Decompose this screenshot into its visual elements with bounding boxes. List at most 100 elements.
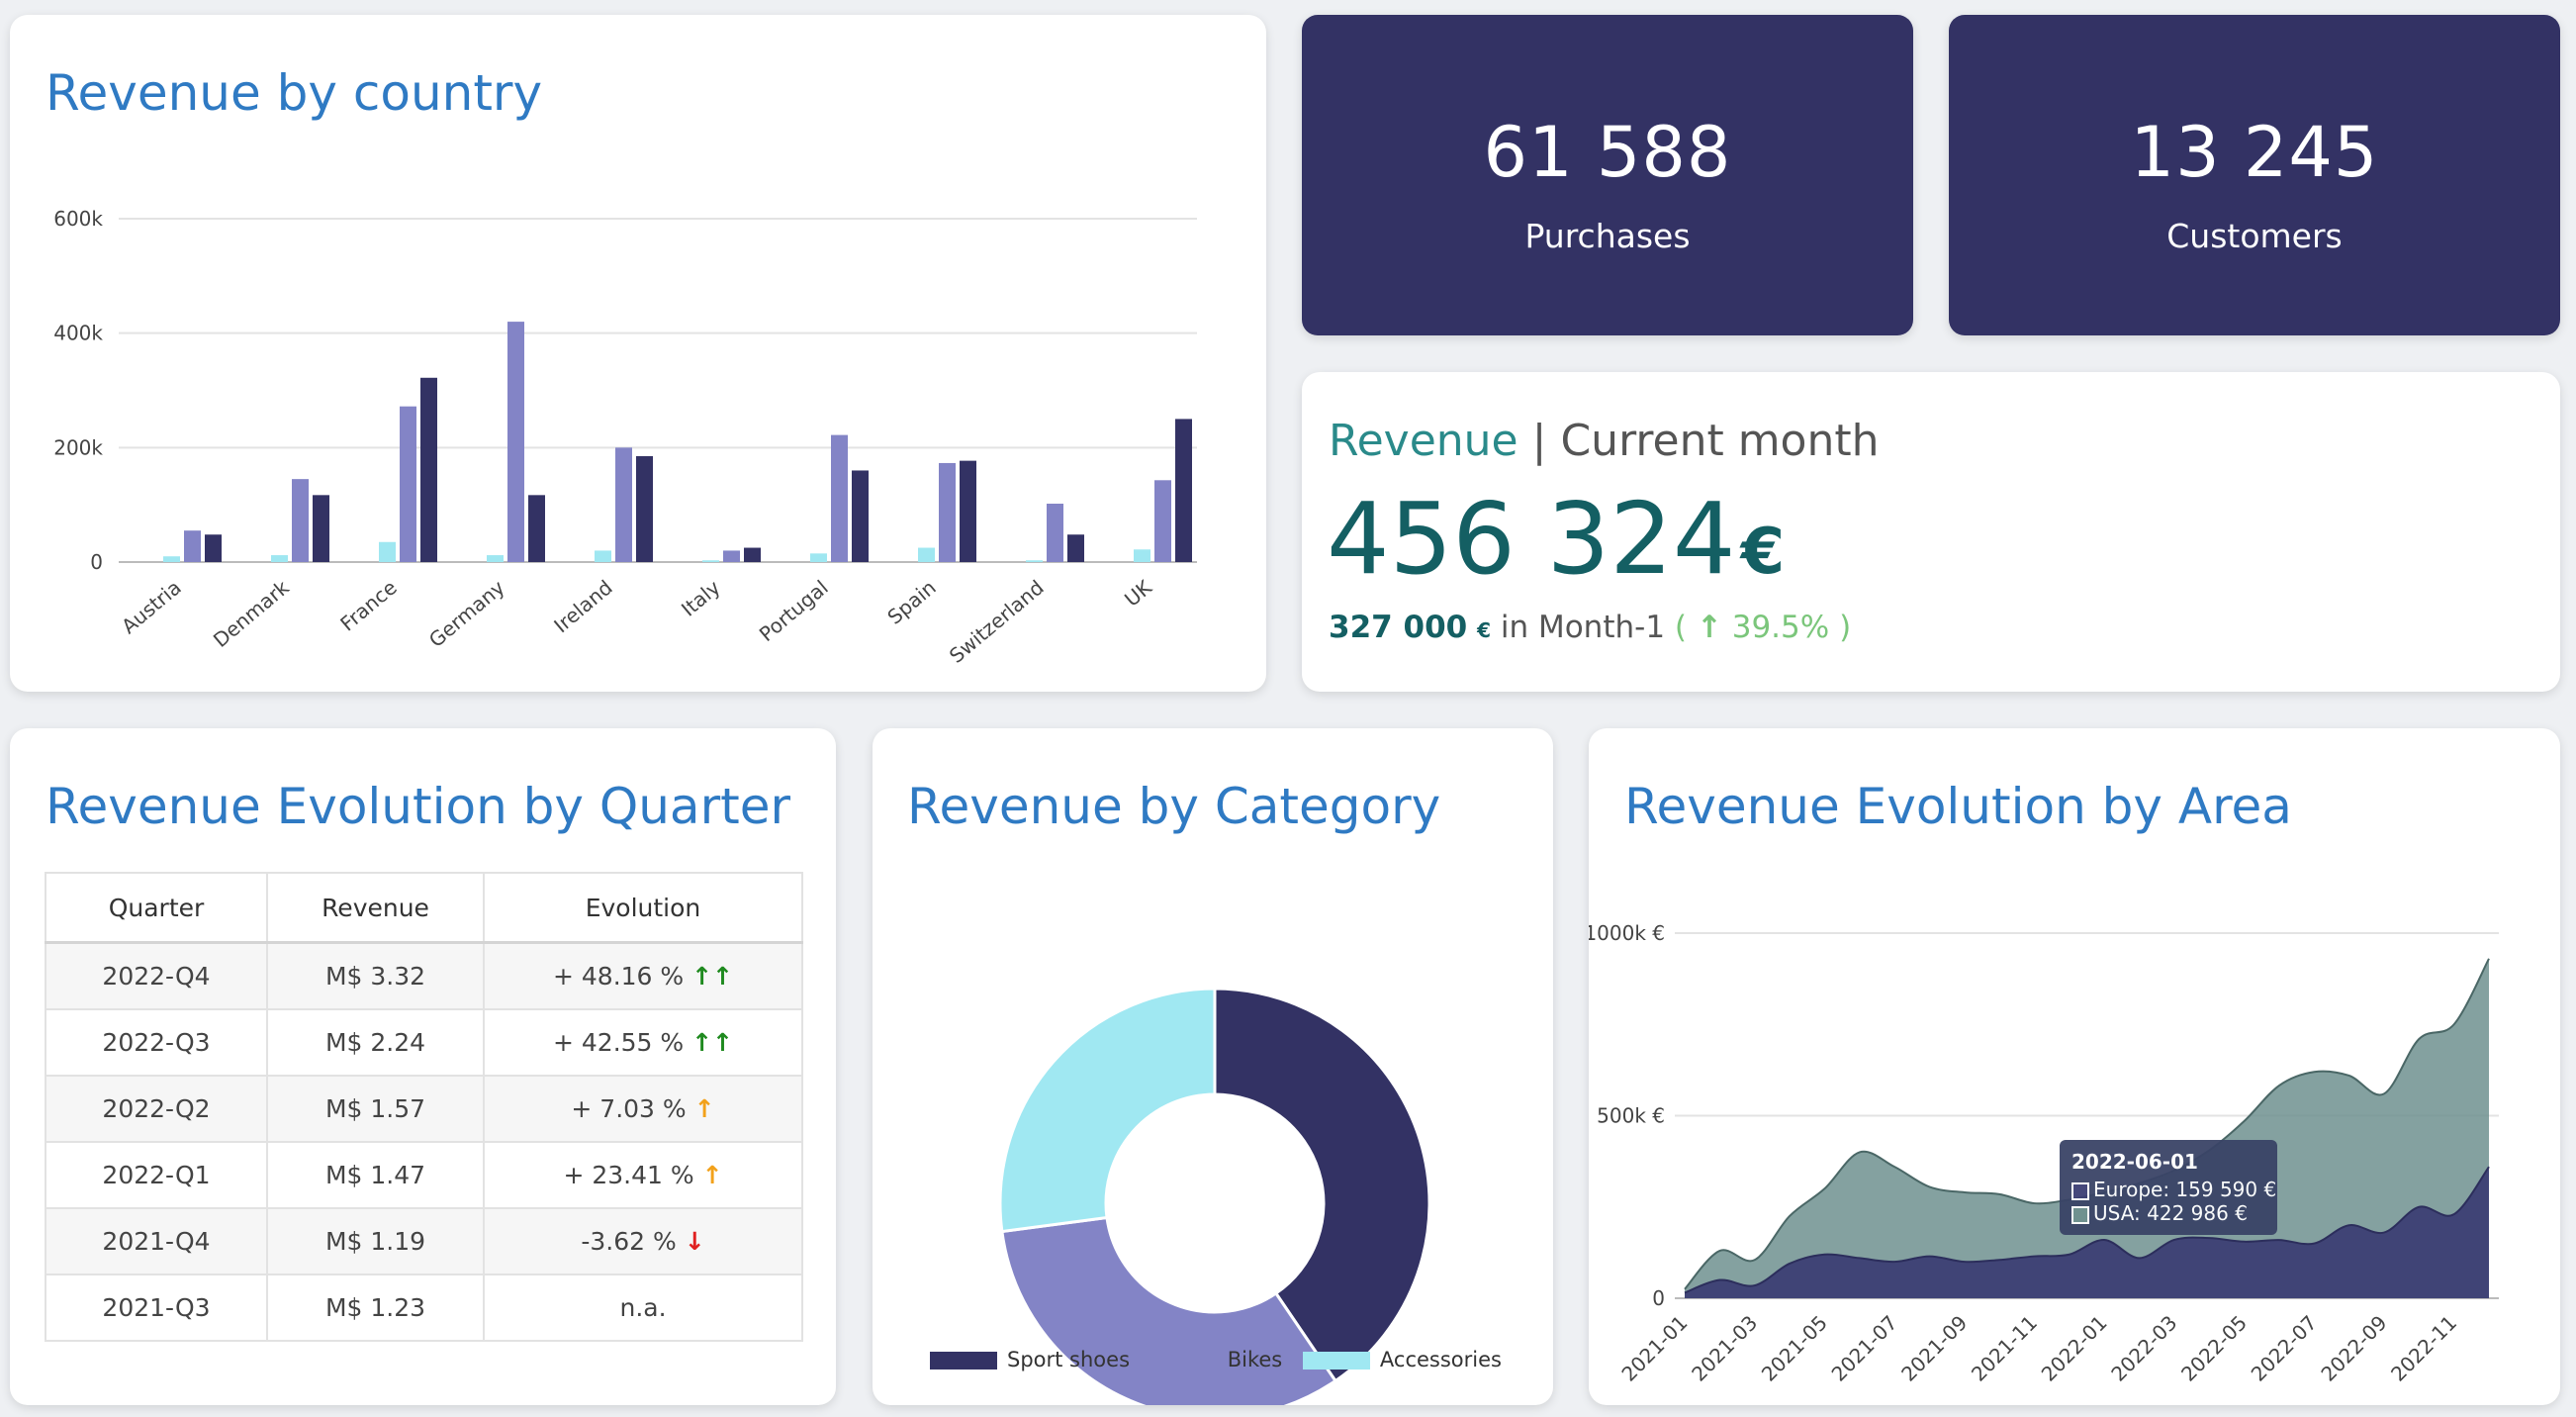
bar-sport-shoes bbox=[744, 547, 761, 562]
x-tick-label: Ireland bbox=[549, 575, 616, 637]
bar-accessories bbox=[1134, 549, 1150, 562]
cell-quarter: 2021-Q4 bbox=[45, 1207, 268, 1275]
revenue-month-card: Revenue | Current month 456 324 € 327 00… bbox=[1302, 372, 2560, 692]
country-bar-chart: 0 200k 400k 600k Austria Denmark France Germany… bbox=[53, 207, 1197, 668]
tooltip-usa-label: USA: 422 986 € bbox=[2093, 1201, 2248, 1225]
revenue-month-value: 456 324 bbox=[1327, 481, 1736, 597]
bar-bikes bbox=[615, 447, 632, 562]
cell-revenue: M$ 1.47 bbox=[266, 1141, 485, 1209]
kpi-customers-value: 13 245 bbox=[2130, 112, 2379, 193]
x-tick-label: UK bbox=[1120, 575, 1156, 612]
cell-revenue: M$ 2.24 bbox=[266, 1008, 485, 1077]
legend-item-accessories: Accessories bbox=[1302, 1348, 1502, 1371]
bar-accessories bbox=[918, 547, 935, 562]
double-arrow-up-icon: ↑↑ bbox=[691, 1028, 734, 1057]
x-tick-label: 2022-09 bbox=[2316, 1311, 2391, 1386]
legend-label: Accessories bbox=[1379, 1348, 1502, 1371]
bar-bikes bbox=[1154, 480, 1171, 562]
bar-sport-shoes bbox=[1067, 534, 1084, 562]
revenue-prev-label: in Month-1 bbox=[1500, 610, 1666, 645]
table-row: 2021-Q4 M$ 1.19 -3.62 % ↓ bbox=[45, 1207, 803, 1275]
kpi-purchases-card: 61 588 Purchases bbox=[1302, 15, 1913, 335]
bar-sport-shoes bbox=[1175, 419, 1192, 562]
bar-sport-shoes bbox=[205, 534, 222, 562]
kpi-purchases-label: Purchases bbox=[1524, 217, 1691, 255]
table-row: 2022-Q3 M$ 2.24 + 42.55 % ↑↑ bbox=[45, 1008, 803, 1077]
quarter-card-title: Revenue Evolution by Quarter bbox=[46, 778, 791, 835]
kpi-customers-label: Customers bbox=[2166, 217, 2343, 255]
bar-sport-shoes bbox=[636, 456, 653, 562]
y-tick-label: 0 bbox=[1652, 1286, 1665, 1310]
legend-swatch bbox=[1302, 1352, 1370, 1370]
cell-revenue: M$ 1.23 bbox=[266, 1274, 485, 1342]
area-europe bbox=[1685, 1167, 2489, 1298]
legend-swatch bbox=[930, 1352, 997, 1370]
tooltip-europe-label: Europe: 159 590 € bbox=[2093, 1178, 2277, 1201]
header-evolution: Evolution bbox=[483, 872, 803, 944]
quarter-table-header: Quarter Revenue Evolution bbox=[45, 872, 803, 944]
revenue-month-value-row: 456 324 € bbox=[1327, 481, 1785, 597]
y-tick-label: 1000k € bbox=[1589, 921, 1665, 945]
cell-evolution: + 42.55 % ↑↑ bbox=[483, 1008, 803, 1077]
cell-quarter: 2022-Q1 bbox=[45, 1141, 268, 1209]
category-card-title: Revenue by Category bbox=[907, 778, 1441, 835]
arrow-up-icon: ↑ bbox=[701, 1161, 723, 1189]
cell-revenue: M$ 3.32 bbox=[266, 941, 485, 1010]
bar-sport-shoes bbox=[852, 470, 869, 562]
category-donut-chart bbox=[998, 987, 1431, 1405]
arrow-down-icon: ↓ bbox=[684, 1227, 705, 1256]
y-tick-label: 400k bbox=[53, 322, 103, 345]
header-quarter: Quarter bbox=[45, 872, 268, 944]
x-tick-label: 2021-03 bbox=[1687, 1311, 1762, 1386]
x-tick-label: 2022-01 bbox=[2037, 1311, 2112, 1386]
evolution-value: -3.62 % bbox=[581, 1227, 677, 1256]
bar-bikes bbox=[507, 322, 524, 562]
bar-sport-shoes bbox=[960, 460, 976, 562]
country-card-title: Revenue by country bbox=[46, 64, 543, 122]
bar-bikes bbox=[400, 406, 416, 562]
x-tick-label: 2022-03 bbox=[2106, 1311, 2181, 1386]
slice-sport-shoes bbox=[1213, 987, 1431, 1383]
area-card-title: Revenue Evolution by Area bbox=[1624, 778, 2292, 835]
x-tick-label: Italy bbox=[677, 575, 725, 620]
evolution-value: + 7.03 % bbox=[571, 1094, 687, 1123]
x-tick-label: 2022-11 bbox=[2386, 1311, 2461, 1386]
area-usa bbox=[1685, 958, 2489, 1298]
country-card: Revenue by country 0 200k 400k 600k Austria D… bbox=[10, 15, 1266, 692]
y-tick-label: 500k € bbox=[1597, 1104, 1665, 1128]
x-tick-label: 2022-05 bbox=[2176, 1311, 2252, 1386]
x-tick-label: Denmark bbox=[209, 575, 294, 652]
cell-evolution: + 48.16 % ↑↑ bbox=[483, 941, 803, 1010]
legend-item-bikes: Bikes bbox=[1150, 1348, 1282, 1371]
x-tick-label: Germany bbox=[424, 575, 509, 652]
quarter-card: Revenue Evolution by Quarter Quarter Rev… bbox=[10, 728, 836, 1405]
bar-accessories bbox=[1026, 560, 1043, 562]
revenue-title-main: Revenue bbox=[1329, 416, 1518, 466]
revenue-month-title: Revenue | Current month bbox=[1329, 416, 1880, 466]
cell-revenue: M$ 1.19 bbox=[266, 1207, 485, 1275]
category-card: Revenue by Category Sport shoes Bikes Ac… bbox=[873, 728, 1553, 1405]
revenue-prev-currency: € bbox=[1477, 618, 1491, 642]
tooltip-swatch bbox=[2071, 1181, 2089, 1200]
evolution-value: + 42.55 % bbox=[552, 1028, 685, 1057]
arrow-up-icon: ↑ bbox=[1696, 610, 1722, 645]
table-row: 2021-Q3 M$ 1.23 n.a. bbox=[45, 1274, 803, 1342]
x-tick-label: 2021-09 bbox=[1896, 1311, 1972, 1386]
cell-quarter: 2021-Q3 bbox=[45, 1274, 268, 1342]
y-tick-label: 200k bbox=[53, 435, 103, 459]
bar-sport-shoes bbox=[313, 495, 329, 562]
evolution-value: n.a. bbox=[619, 1293, 667, 1322]
slice-bikes bbox=[1000, 1215, 1338, 1405]
revenue-title-sep: | bbox=[1531, 416, 1547, 466]
cell-revenue: M$ 1.57 bbox=[266, 1075, 485, 1143]
revenue-change-value: 39.5% bbox=[1731, 610, 1830, 645]
table-row: 2022-Q4 M$ 3.32 + 48.16 % ↑↑ bbox=[45, 941, 803, 1010]
revenue-change-open: ( bbox=[1674, 610, 1688, 645]
revenue-month-currency: € bbox=[1740, 516, 1786, 589]
x-tick-label: 2021-05 bbox=[1757, 1311, 1832, 1386]
x-tick-label: Spain bbox=[882, 575, 940, 628]
legend-item-sport-shoes: Sport shoes bbox=[930, 1348, 1130, 1371]
revenue-change-close: ) bbox=[1839, 610, 1852, 645]
tooltip-swatch bbox=[2071, 1205, 2089, 1224]
